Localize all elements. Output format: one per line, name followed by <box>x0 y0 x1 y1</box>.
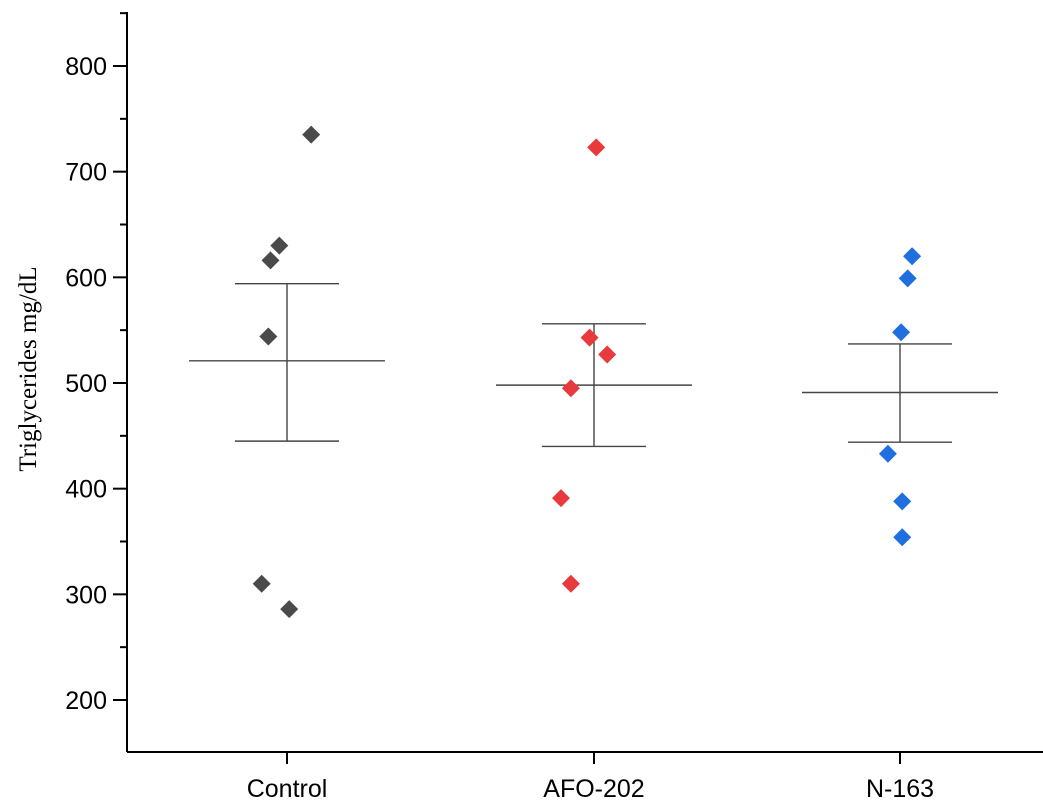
data-point-diamond <box>893 528 912 547</box>
data-point-diamond <box>587 138 606 157</box>
x-axis: Control AFO-202 N-163 <box>127 751 1043 803</box>
y-tick-label: 800 <box>65 53 107 81</box>
data-point-diamond <box>261 251 280 270</box>
error-bars <box>189 282 998 448</box>
data-point-diamond <box>598 345 617 364</box>
x-tick-label: Control <box>247 775 328 803</box>
y-tick-label: 300 <box>65 581 107 609</box>
y-tick-label: 600 <box>65 264 107 292</box>
data-point-diamond <box>552 489 570 508</box>
x-tick-label: N-163 <box>866 775 934 803</box>
data-point-diamond <box>561 379 580 398</box>
y-tick-label: 700 <box>65 159 107 187</box>
data-point-diamond <box>280 600 299 619</box>
data-point-diamond <box>903 247 922 266</box>
y-tick-label: 200 <box>65 687 107 715</box>
data-point-diamond <box>898 269 917 288</box>
y-axis-title: Triglycerides mg/dL <box>15 266 42 471</box>
data-point-diamond <box>561 574 580 593</box>
y-tick-label: 400 <box>65 476 107 504</box>
data-point-diamond <box>302 125 321 144</box>
x-tick-label: AFO-202 <box>543 775 644 803</box>
data-points <box>252 125 922 619</box>
data-point-diamond <box>270 236 289 255</box>
data-point-diamond <box>252 574 271 593</box>
data-point-diamond <box>580 328 599 347</box>
data-point-diamond <box>259 327 278 346</box>
data-point-diamond <box>892 323 911 342</box>
data-point-diamond <box>878 444 897 463</box>
y-tick-label: 500 <box>65 370 107 398</box>
y-axis: 200 300 400 500 600 700 800 <box>65 12 128 752</box>
data-point-diamond <box>893 492 912 511</box>
